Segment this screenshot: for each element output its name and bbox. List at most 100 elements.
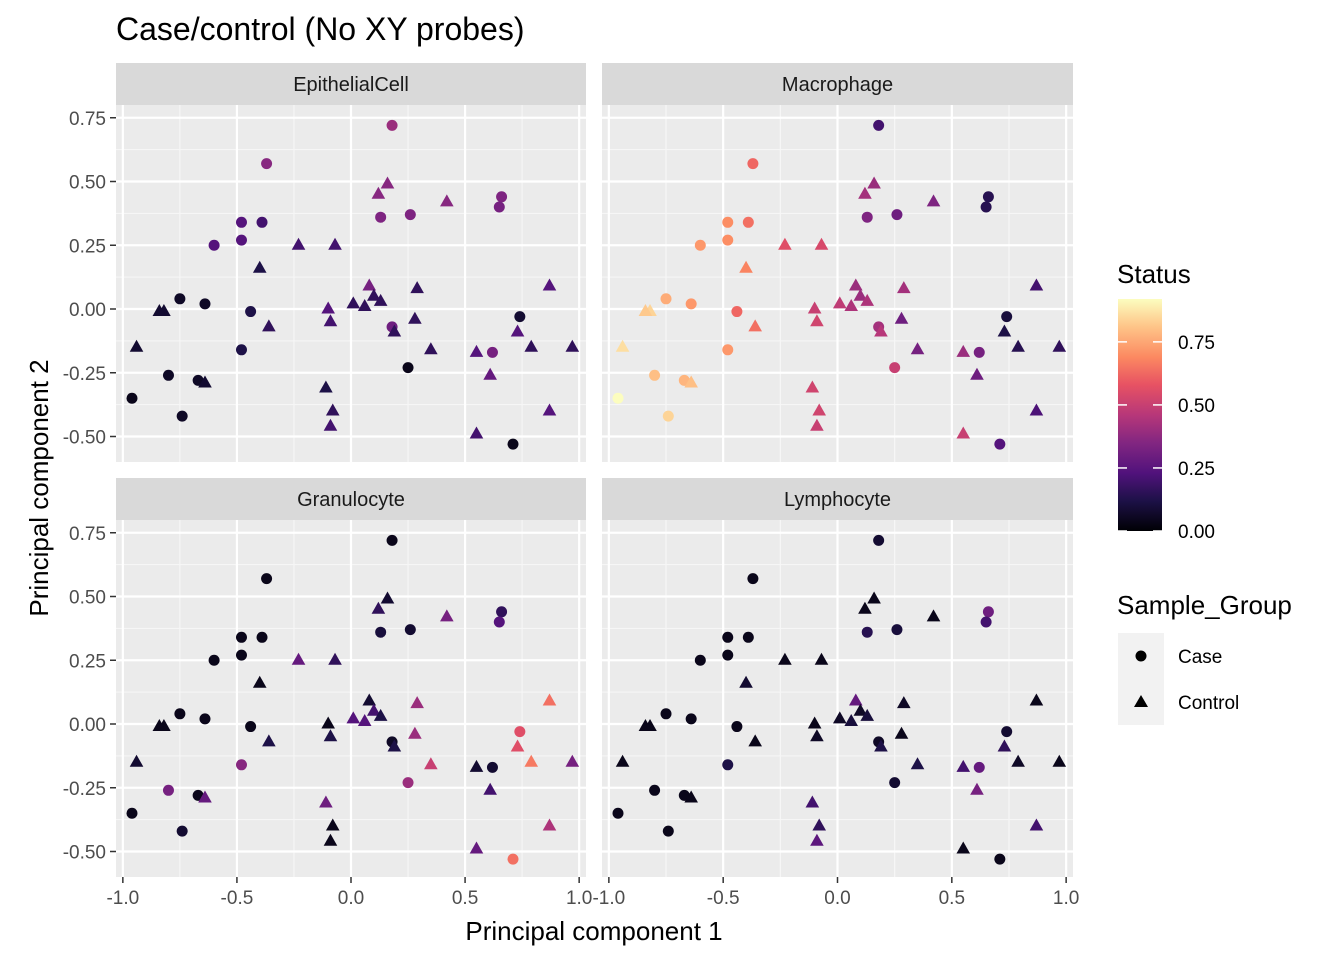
control-point [408,311,422,324]
x-tick-label: 0.5 [452,888,478,909]
control-point [542,818,557,831]
control-point [897,281,911,294]
control-point [424,342,438,355]
facet-panels: EpithelialCell -0.50 -0.25 0.00 0.25 0.50 0.75… [63,63,1079,909]
control-point [748,734,762,747]
facet-strip-label: Macrophage [782,74,893,96]
control-point [1052,754,1067,767]
control-point [844,713,859,726]
case-point [742,631,754,643]
case-point [235,759,247,771]
case-point [126,392,138,404]
case-point [731,306,743,318]
case-point [199,713,211,725]
control-point [1011,754,1025,767]
control-point [357,298,372,311]
control-point [1029,818,1044,831]
chart-title: Case/control (No XY probes) [116,11,524,47]
case-point [245,306,257,318]
y-tick-label: 0.00 [69,300,106,321]
control-point [926,609,941,622]
x-tick-label: 1.0 [566,888,592,909]
control-point [198,790,212,803]
facet-strip-label: Lymphocyte [784,489,891,511]
color-tick-label: 0.75 [1178,333,1215,354]
control-point [860,293,875,306]
control-point [1052,339,1067,352]
facet-strip-label: Granulocyte [297,489,405,511]
control-point [323,729,338,742]
case-point [235,344,247,356]
control-point [812,818,827,831]
control-point [926,194,941,207]
shape-legend: Sample_Group Case Control [1117,590,1292,725]
legend-control-key-icon [1134,695,1148,707]
case-point [694,654,706,666]
control-point [367,703,381,716]
case-point [722,216,734,228]
case-point [685,713,697,725]
x-tick-label: 0.0 [824,888,850,909]
control-point [956,426,971,439]
facet-strip-label: EpithelialCell [293,74,409,96]
x-tick-label: -0.5 [707,888,740,909]
case-point [174,293,186,305]
control-point [894,311,909,324]
control-point [805,795,820,808]
control-point [778,237,792,250]
case-point [126,807,138,819]
control-point [346,296,361,309]
case-point [747,573,759,585]
control-point [469,759,484,772]
y-axis-title: Principal component 2 [24,359,54,616]
control-point [252,260,267,273]
control-point [373,708,388,721]
control-point [469,841,484,854]
case-point [486,761,498,773]
control-point [778,652,792,665]
y-tick-label: 0.00 [69,715,106,736]
control-point [410,696,424,709]
case-point [375,626,387,638]
x-tick-label: -1.0 [592,888,625,909]
case-point [649,369,661,381]
color-legend-title: Status [1117,259,1191,289]
y-tick-label: 0.75 [69,524,106,545]
control-point [323,833,338,846]
color-tick-label: 0.25 [1178,459,1215,480]
case-point [722,649,734,661]
x-axis-title: Principal component 1 [465,916,722,946]
control-point [373,293,388,306]
control-point [321,301,335,314]
control-point [362,278,377,291]
case-point [514,726,526,738]
facet-panel-macrophage: Macrophage [602,63,1073,462]
case-point [261,158,273,170]
control-point [805,380,820,393]
case-point [208,239,220,251]
control-point [542,278,557,291]
control-point [844,298,859,311]
case-point [496,606,508,618]
control-point [542,693,557,706]
control-point [615,754,630,767]
case-point [235,234,247,246]
control-point [198,375,212,388]
case-point [889,362,901,374]
case-point [404,624,416,636]
control-point [812,403,827,416]
control-point [638,719,653,732]
case-point [747,158,759,170]
case-point [660,293,672,305]
control-point [807,301,822,314]
control-point [970,782,984,795]
facet-strip [116,478,586,520]
case-point [994,853,1006,865]
x-tick-label: -0.5 [221,888,254,909]
y-tick-label: 0.50 [69,588,106,609]
control-point [328,652,342,665]
control-point [483,782,497,795]
control-point [1029,403,1044,416]
case-point [980,201,992,213]
